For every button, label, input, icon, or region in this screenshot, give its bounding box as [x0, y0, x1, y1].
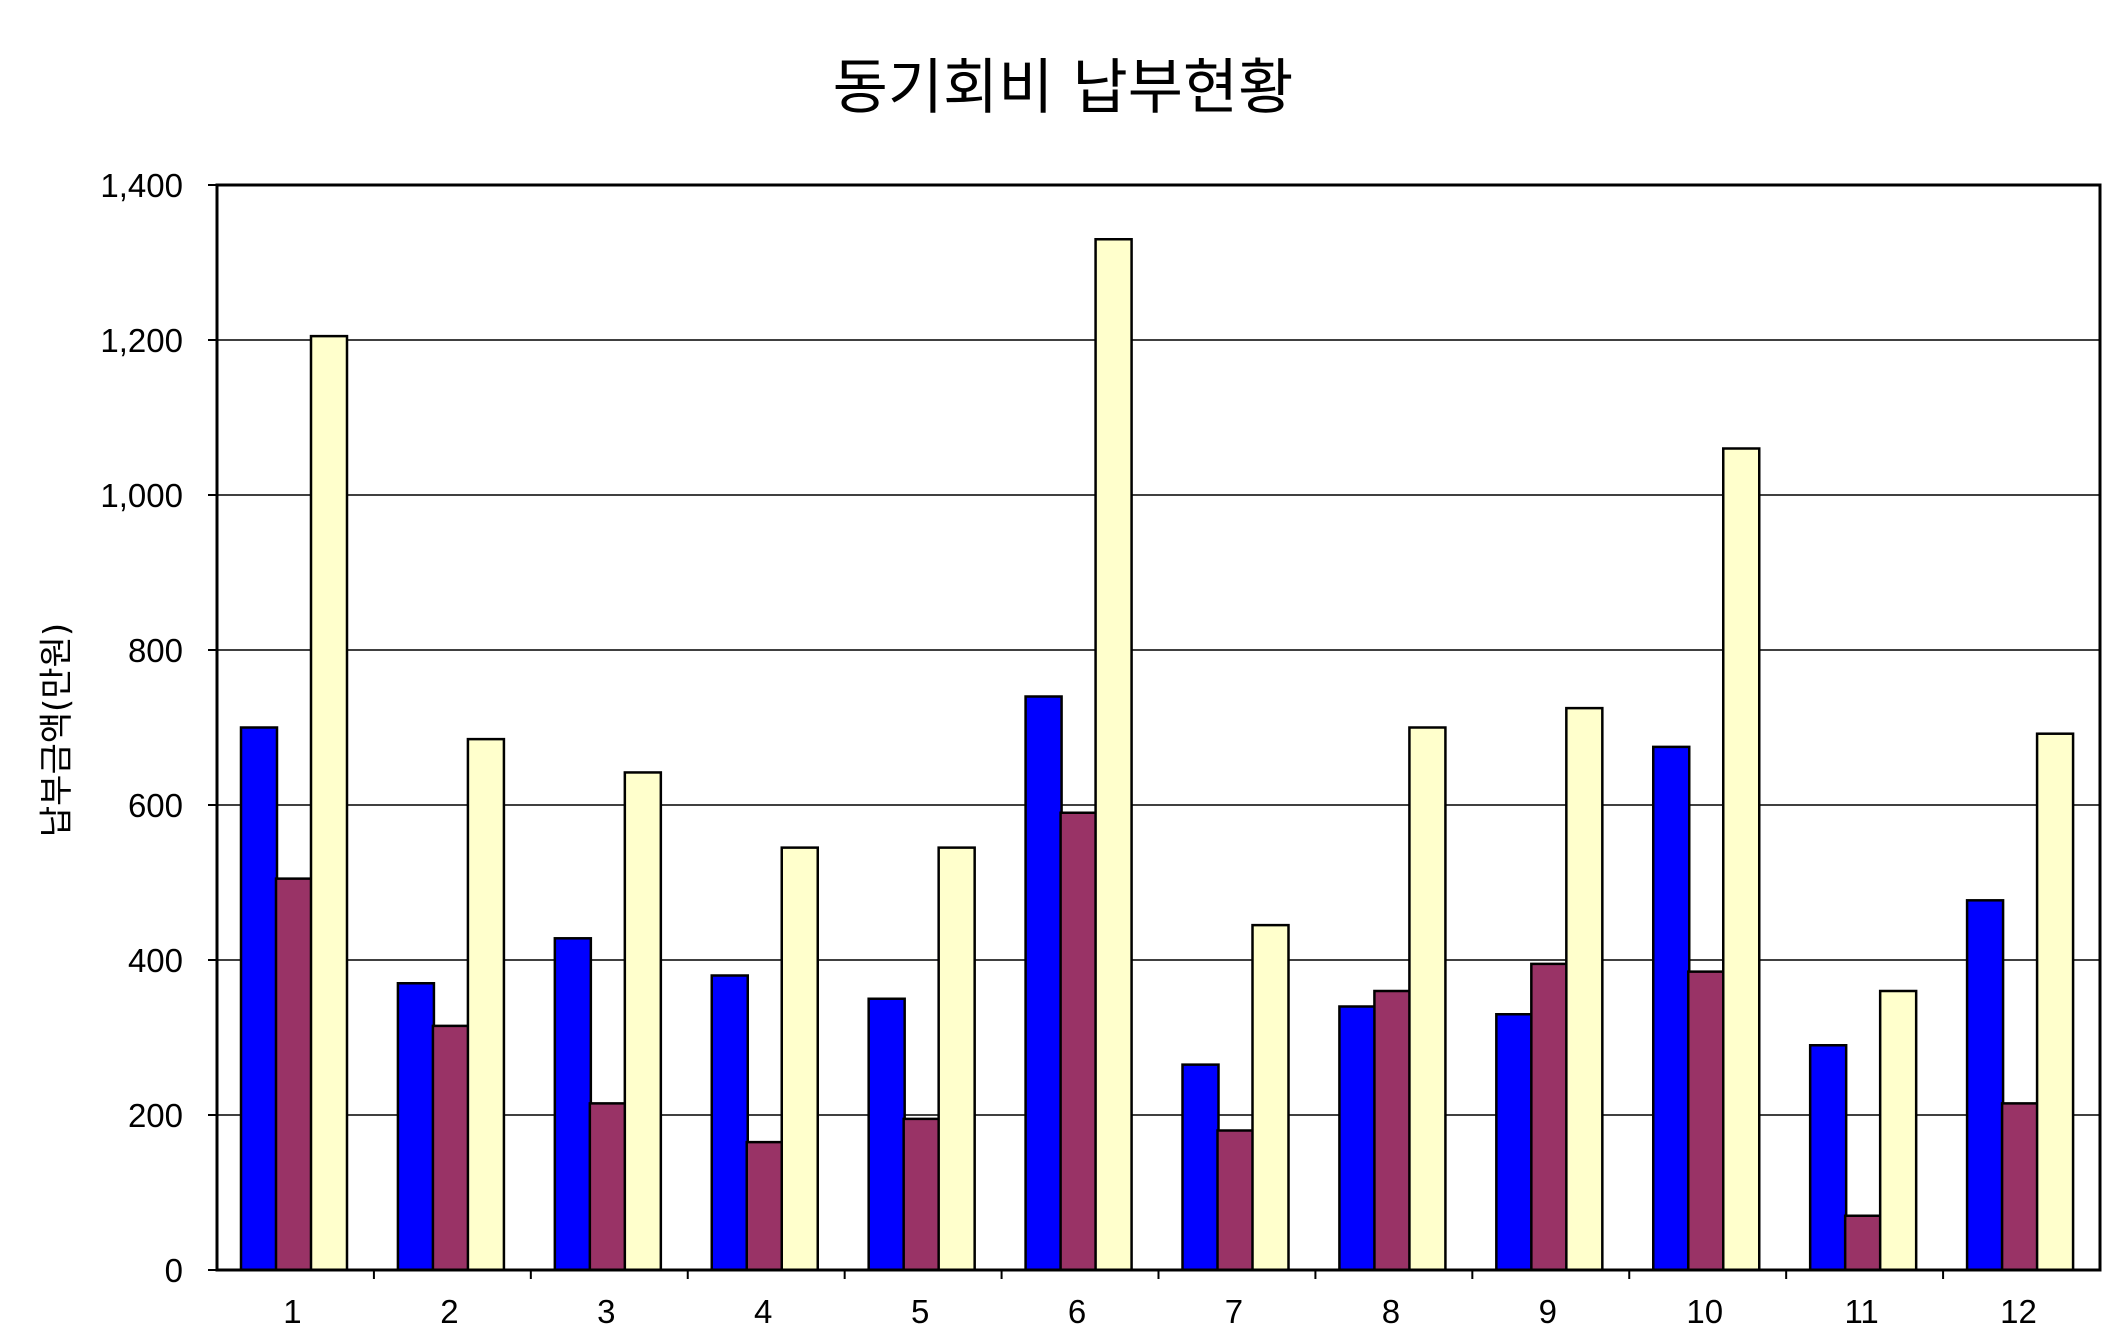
y-tick-label: 1,200	[100, 322, 183, 359]
bar-series3-6	[1094, 238, 1133, 1272]
bar-series3-10	[1722, 447, 1761, 1272]
bar-series2-2	[431, 1024, 471, 1272]
bar-series2-7	[1216, 1129, 1255, 1272]
y-tick-label: 600	[128, 787, 183, 824]
x-tick-label: 7	[1225, 1293, 1243, 1330]
x-tick-label: 10	[1686, 1293, 1723, 1330]
bar-series3-1	[309, 334, 349, 1272]
y-axis-ticks: 0 200 400 600 800 1,000 1,200 1,400	[100, 167, 217, 1289]
x-tick-label: 1	[283, 1293, 301, 1330]
bar-series1-4	[710, 974, 749, 1272]
x-tick-label: 12	[2000, 1293, 2037, 1330]
bar-series1-12	[1965, 899, 2005, 1272]
bar-series2-9	[1530, 962, 1569, 1272]
gridlines	[217, 339, 2100, 1116]
y-tick-label: 200	[128, 1097, 183, 1134]
chart-title: 동기회비 납부현황	[833, 53, 1294, 123]
x-tick-label: 11	[1844, 1293, 1878, 1330]
bar-series2-11	[1843, 1214, 1883, 1272]
y-tick-label: 0	[165, 1252, 183, 1289]
bar-series2-5	[902, 1117, 941, 1272]
bars	[239, 238, 2075, 1272]
x-tick-label: 4	[754, 1293, 772, 1330]
bar-series1-2	[396, 982, 436, 1272]
bar-series2-6	[1059, 811, 1098, 1272]
x-tick-label: 6	[1068, 1293, 1086, 1330]
bar-series1-6	[1024, 695, 1063, 1272]
bar-series1-3	[553, 937, 593, 1272]
bar-series1-9	[1495, 1013, 1534, 1272]
x-tick-label: 8	[1382, 1293, 1400, 1330]
y-axis-label: 납부금액(만원)	[37, 623, 77, 837]
bar-series1-8	[1338, 1005, 1377, 1272]
bar-series2-3	[588, 1102, 628, 1272]
x-axis-ticks: 1 2 3 4 5 6 7 8 9 10 11 12	[283, 1270, 2037, 1330]
y-tick-label: 400	[128, 942, 183, 979]
bar-series3-4	[780, 846, 819, 1272]
bar-series3-9	[1565, 706, 1604, 1272]
bar-series2-8	[1373, 989, 1412, 1272]
bar-series2-10	[1687, 970, 1726, 1272]
y-tick-label: 1,000	[100, 477, 183, 514]
bar-series3-7	[1251, 923, 1290, 1272]
y-tick-label: 1,400	[100, 167, 183, 204]
bar-series1-10	[1652, 745, 1691, 1272]
bar-series2-4	[745, 1140, 784, 1272]
bar-series3-3	[623, 771, 663, 1272]
x-tick-label: 9	[1539, 1293, 1557, 1330]
bar-series3-8	[1408, 726, 1447, 1272]
bar-series3-11	[1878, 989, 1918, 1272]
bar-series1-11	[1808, 1044, 1848, 1272]
bar-series3-5	[937, 846, 976, 1272]
bar-series3-12	[2035, 732, 2075, 1272]
bar-series2-1	[274, 877, 314, 1272]
bar-series1-7	[1181, 1063, 1220, 1272]
x-tick-label: 5	[911, 1293, 929, 1330]
bar-series1-1	[239, 726, 279, 1272]
bar-series1-5	[867, 997, 906, 1272]
x-tick-label: 3	[597, 1293, 615, 1330]
x-tick-label: 2	[440, 1293, 458, 1330]
y-tick-label: 800	[128, 632, 183, 669]
bar-series3-2	[466, 737, 506, 1272]
bar-series2-12	[2000, 1102, 2040, 1272]
